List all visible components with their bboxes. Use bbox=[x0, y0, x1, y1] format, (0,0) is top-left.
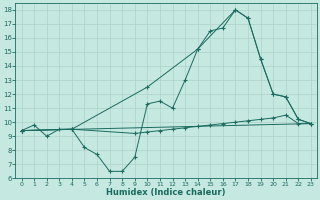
X-axis label: Humidex (Indice chaleur): Humidex (Indice chaleur) bbox=[107, 188, 226, 197]
